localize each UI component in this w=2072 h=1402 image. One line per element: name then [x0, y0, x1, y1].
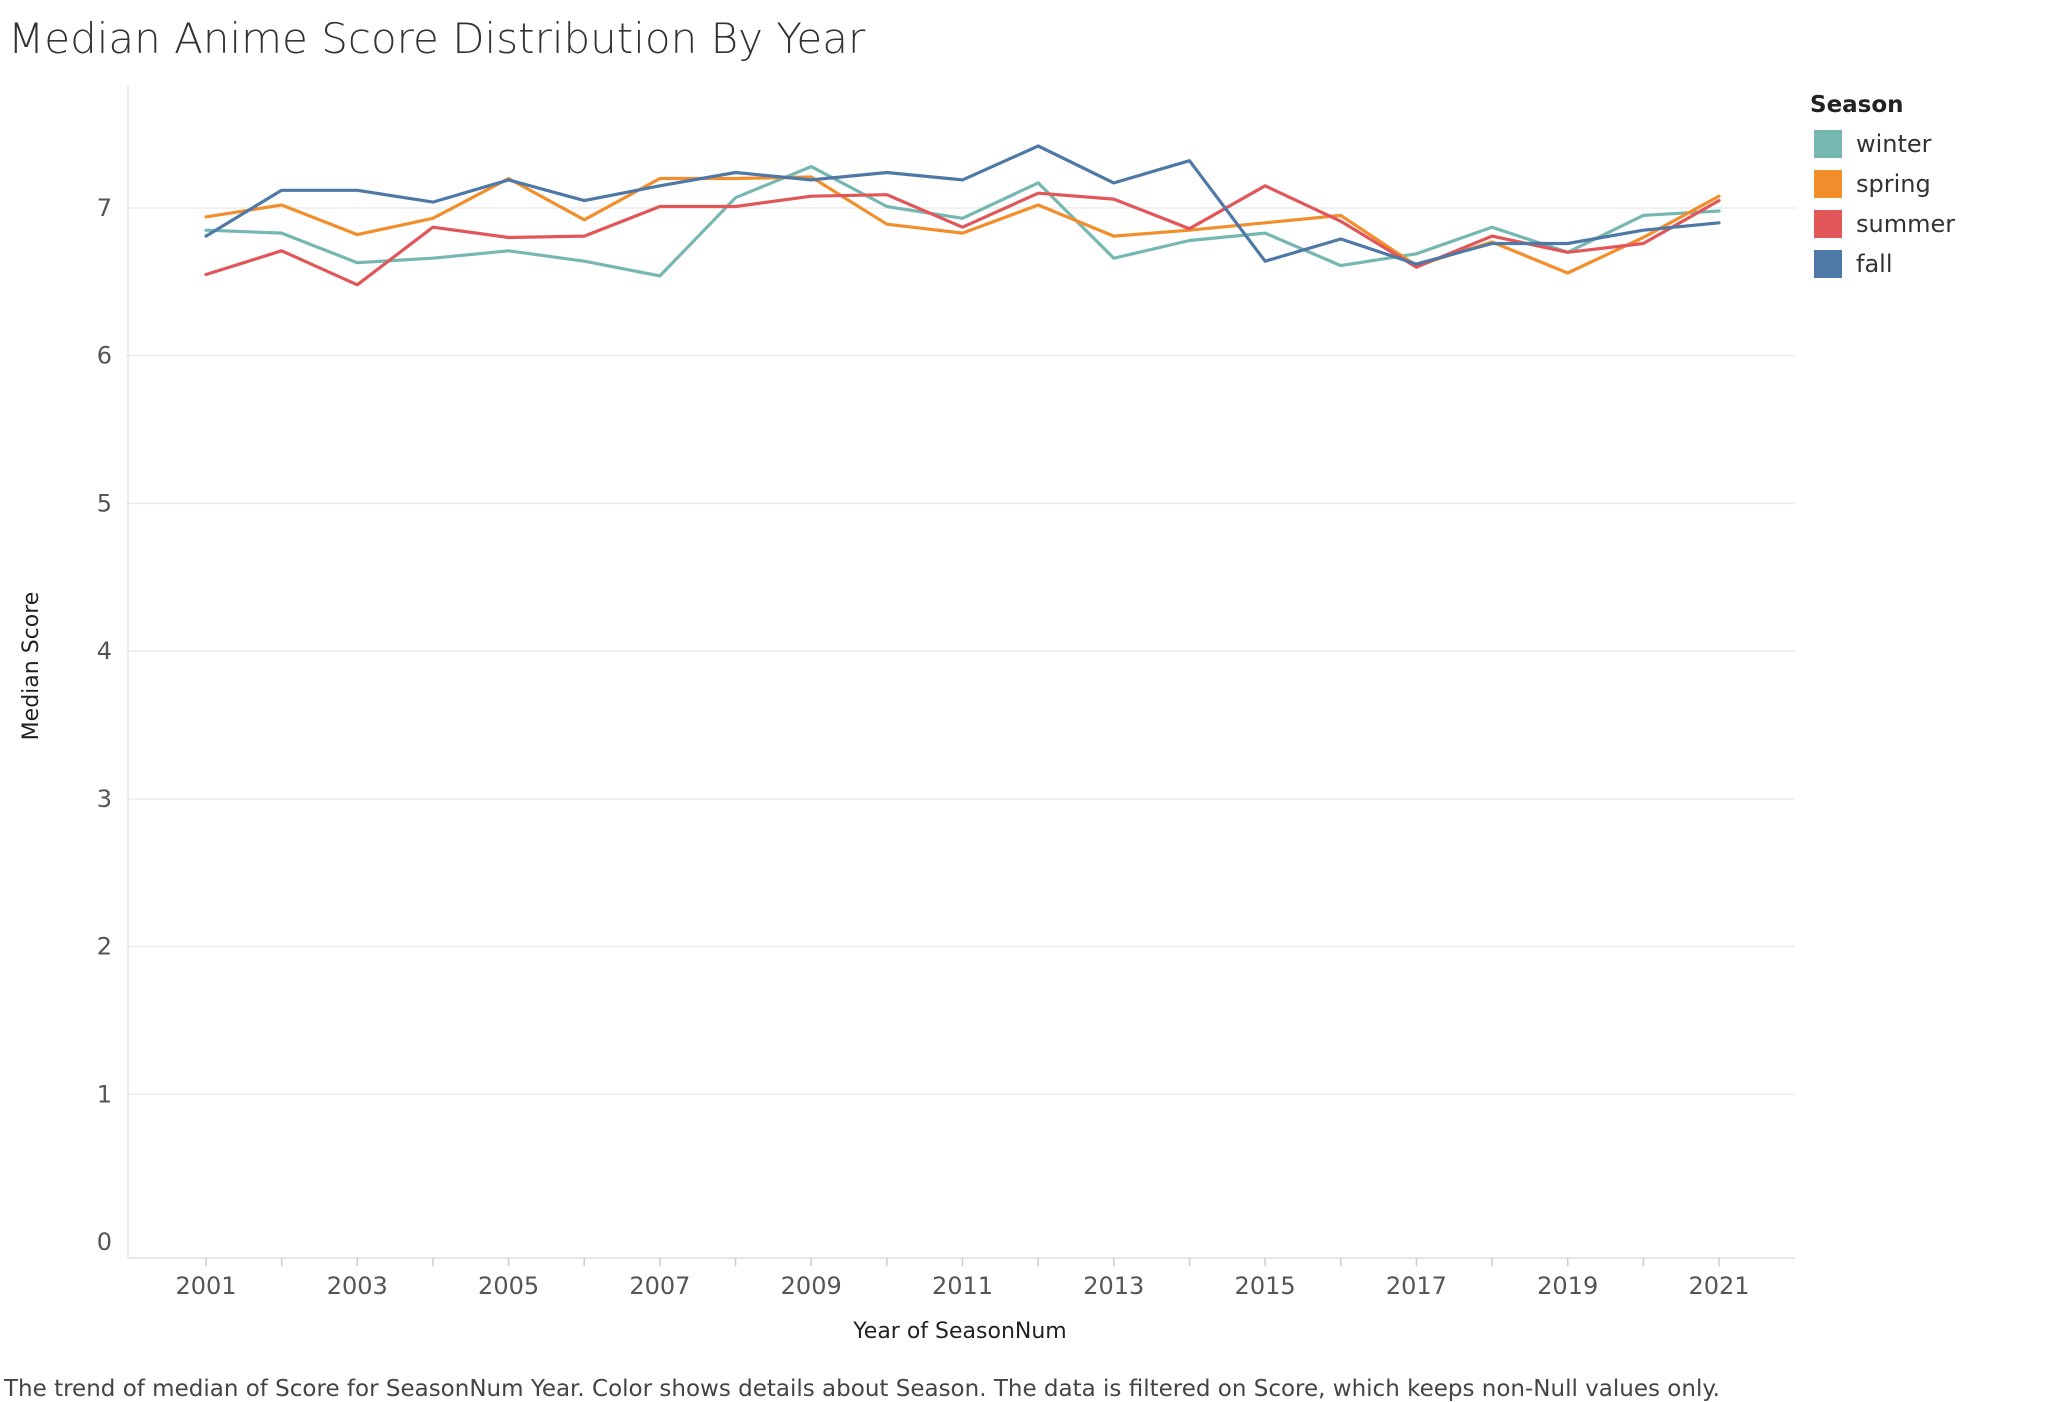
x-tick-label: 2001: [175, 1272, 236, 1300]
legend-label: summer: [1856, 210, 1956, 238]
x-tick-label: 2013: [1083, 1272, 1144, 1300]
legend-swatch: [1814, 250, 1842, 278]
legend-swatch: [1814, 130, 1842, 158]
legend-item-summer: summer: [1810, 204, 1955, 244]
legend: Season winter spring summer fall: [1810, 92, 1955, 284]
series-lines: [204, 144, 1721, 287]
x-tick-label: 2011: [932, 1272, 993, 1300]
y-tick-label: 7: [97, 194, 112, 222]
x-tick-label: 2009: [781, 1272, 842, 1300]
x-tick-label: 2003: [327, 1272, 388, 1300]
x-tick-label: 2021: [1688, 1272, 1749, 1300]
y-tick-label: 5: [97, 489, 112, 517]
legend-item-winter: winter: [1810, 124, 1955, 164]
x-tick-label: 2015: [1235, 1272, 1296, 1300]
y-tick-label: 1: [97, 1080, 112, 1108]
series-line-summer: [204, 184, 1721, 287]
legend-label: fall: [1856, 250, 1893, 278]
axes: [127, 86, 1795, 1266]
y-tick-label: 4: [97, 637, 112, 665]
gridlines: [126, 207, 1795, 1096]
legend-item-spring: spring: [1810, 164, 1955, 204]
legend-label: spring: [1856, 170, 1931, 198]
legend-swatch: [1814, 210, 1842, 238]
y-tick-label: 3: [97, 785, 112, 813]
series-line-winter: [204, 165, 1721, 278]
legend-label: winter: [1856, 130, 1932, 158]
chart-caption: The trend of median of Score for SeasonN…: [4, 1376, 1720, 1402]
y-tick-label: 0: [97, 1228, 112, 1256]
legend-item-fall: fall: [1810, 244, 1955, 284]
x-tick-label: 2017: [1386, 1272, 1447, 1300]
x-tick-label: 2007: [629, 1272, 690, 1300]
tick-labels: 0 1 2 3 4 5 6 7 2001 2003 2005 2007 2009 2011 2013 2015…: [97, 194, 1750, 1300]
x-axis-title: Year of SeasonNum: [852, 1319, 1066, 1344]
x-tick-label: 2005: [478, 1272, 539, 1300]
series-line-fall: [204, 144, 1721, 266]
y-tick-label: 2: [97, 933, 112, 961]
y-axis-title: Median Score: [19, 592, 44, 741]
y-tick-label: 6: [97, 342, 112, 370]
chart-title: Median Anime Score Distribution By Year: [8, 14, 866, 63]
legend-swatch: [1814, 170, 1842, 198]
x-tick-label: 2019: [1537, 1272, 1598, 1300]
legend-title: Season: [1810, 92, 1904, 118]
